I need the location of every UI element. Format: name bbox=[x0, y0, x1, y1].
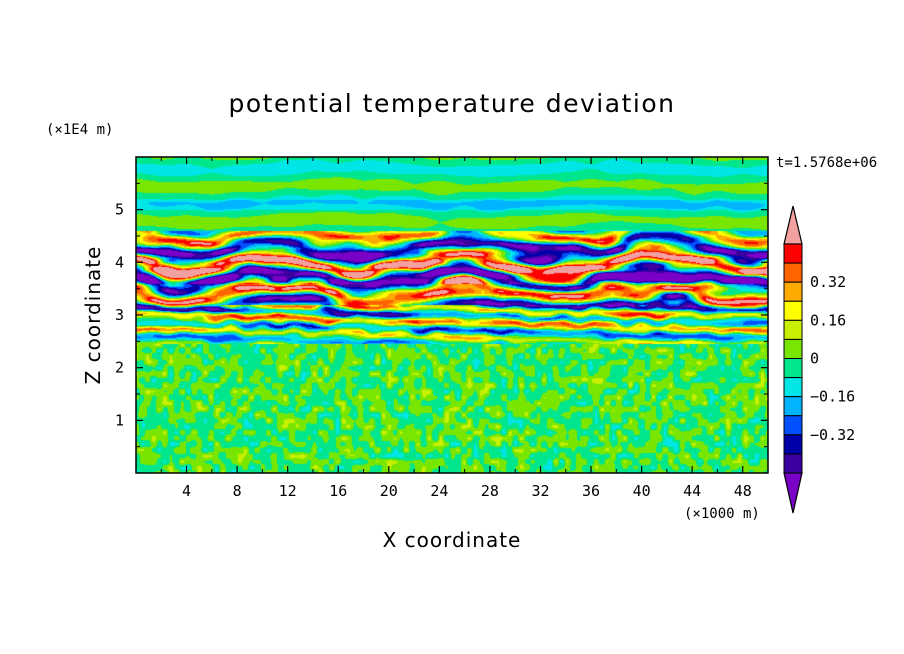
colorbar-box bbox=[783, 300, 803, 321]
contour-field bbox=[136, 157, 768, 473]
colorbar-tick-label: 0.16 bbox=[810, 311, 846, 329]
colorbar-tick-label: 0.32 bbox=[810, 273, 846, 291]
y-unit-label: (×1E4 m) bbox=[46, 122, 113, 138]
y-axis-ticks: 1 2 3 4 5 bbox=[115, 182, 768, 448]
y-tick-label: 5 bbox=[115, 201, 124, 219]
colorbar-box bbox=[783, 262, 803, 283]
colorbar-box bbox=[783, 281, 803, 302]
colorbar-box bbox=[783, 358, 803, 379]
x-tick-label: 32 bbox=[531, 482, 549, 500]
colorbar-extend-bottom bbox=[783, 472, 803, 514]
y-tick-label: 4 bbox=[115, 253, 124, 271]
colorbar: 0.32 0.16 0 −0.16 −0.32 bbox=[783, 205, 855, 514]
colorbar-tick-label: −0.32 bbox=[810, 426, 855, 444]
plot-area bbox=[135, 156, 769, 474]
x-axis-ticks: 4 8 12 16 20 24 28 32 36 40 44 48 bbox=[160, 157, 752, 500]
colorbar-tick-label: 0 bbox=[810, 350, 819, 368]
x-tick-label: 4 bbox=[182, 482, 191, 500]
colorbar-box bbox=[783, 338, 803, 359]
colorbar-box bbox=[783, 377, 803, 398]
x-tick-label: 20 bbox=[380, 482, 398, 500]
x-tick-label: 12 bbox=[279, 482, 297, 500]
time-label: t=1.5768e+06 bbox=[776, 155, 877, 171]
x-tick-label: 8 bbox=[233, 482, 242, 500]
colorbar-tick-label: −0.16 bbox=[810, 388, 855, 406]
x-tick-label: 36 bbox=[582, 482, 600, 500]
colorbar-box bbox=[783, 453, 803, 474]
colorbar-box bbox=[783, 319, 803, 340]
x-tick-label: 48 bbox=[734, 482, 752, 500]
colorbar-box bbox=[783, 415, 803, 436]
colorbar-box bbox=[783, 243, 803, 264]
x-tick-label: 28 bbox=[481, 482, 499, 500]
x-tick-label: 40 bbox=[633, 482, 651, 500]
y-axis-label: Z coordinate bbox=[81, 246, 105, 385]
y-tick-label: 2 bbox=[115, 359, 124, 377]
colorbar-box bbox=[783, 396, 803, 417]
x-tick-label: 16 bbox=[329, 482, 347, 500]
x-tick-label: 24 bbox=[430, 482, 448, 500]
colorbar-box bbox=[783, 434, 803, 455]
x-unit-label: (×1000 m) bbox=[684, 506, 760, 522]
chart-title: potential temperature deviation bbox=[229, 89, 676, 118]
x-axis-label: X coordinate bbox=[383, 528, 522, 552]
y-tick-label: 1 bbox=[115, 411, 124, 429]
colorbar-extend-top bbox=[783, 205, 803, 245]
x-tick-label: 44 bbox=[683, 482, 701, 500]
y-tick-label: 3 bbox=[115, 306, 124, 324]
